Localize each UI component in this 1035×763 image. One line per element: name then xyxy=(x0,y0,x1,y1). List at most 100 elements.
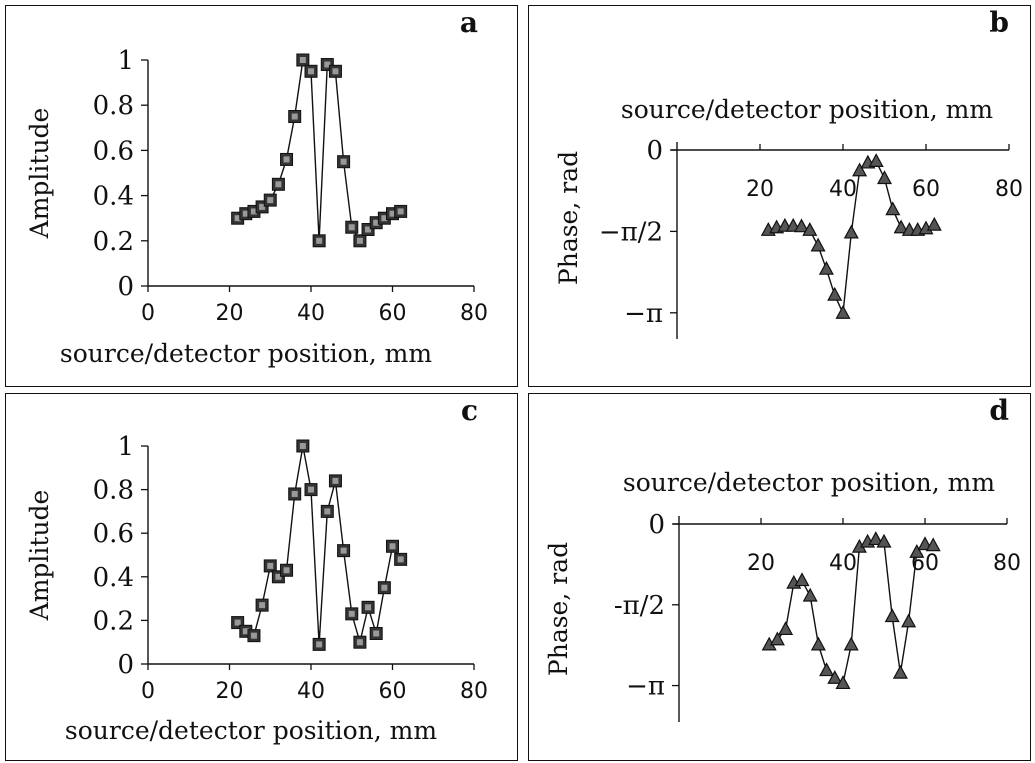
data-point xyxy=(794,572,810,587)
panel-label: a xyxy=(460,6,478,39)
data-point xyxy=(361,600,375,614)
x-tick-label: 20 xyxy=(747,551,775,576)
x-tick-label: 20 xyxy=(216,679,244,704)
data-point xyxy=(819,662,835,677)
panel-a: 0 0.2 0.4 0.6 0.8 1 0 20 40 60 80 source/detector p… xyxy=(5,5,518,387)
data-point xyxy=(926,216,942,231)
x-tick-label: 20 xyxy=(216,301,244,326)
data-point xyxy=(280,152,294,166)
data-point xyxy=(337,155,351,169)
data-point xyxy=(876,533,892,548)
data-point xyxy=(377,581,391,595)
x-tick-label: 40 xyxy=(829,551,857,576)
data-point xyxy=(328,474,342,488)
y-tick-label: 0 xyxy=(117,650,134,680)
x-axis-label: source/detector position, mm xyxy=(60,339,432,368)
x-tick-label: 0 xyxy=(141,301,155,326)
data-point xyxy=(827,286,843,301)
data-point xyxy=(394,552,408,566)
y-tick-label: 0.4 xyxy=(93,563,134,593)
data-point xyxy=(925,537,941,552)
data-point xyxy=(312,637,326,651)
data-point xyxy=(296,53,310,67)
y-tick-label: 0.4 xyxy=(93,182,134,212)
data-point xyxy=(769,631,785,646)
y-tick-label: 0.8 xyxy=(93,476,134,506)
series-line xyxy=(237,58,401,243)
chart-b: 0 −π/2 −π 20 40 60 80 source/detector position,… xyxy=(554,6,1023,339)
y-axis-label: Amplitude xyxy=(25,490,54,622)
data-point xyxy=(255,598,269,612)
data-point xyxy=(843,636,859,651)
data-point xyxy=(802,587,818,602)
data-point xyxy=(263,193,277,207)
data-point xyxy=(345,607,359,621)
data-point xyxy=(843,224,859,239)
y-tick-label: -π/2 xyxy=(614,591,665,621)
data-point xyxy=(892,664,908,679)
x-tick-label: 80 xyxy=(460,679,488,704)
y-tick-label: 0.2 xyxy=(93,606,134,636)
y-tick-label: 0.8 xyxy=(93,91,134,121)
data-point xyxy=(280,563,294,577)
data-point xyxy=(818,260,834,275)
data-point xyxy=(288,110,302,123)
data-point xyxy=(868,153,884,167)
x-tick-label: 20 xyxy=(746,177,774,202)
data-point xyxy=(263,559,277,573)
data-point xyxy=(247,629,261,643)
data-point xyxy=(328,64,342,78)
data-point xyxy=(369,626,383,640)
data-point xyxy=(909,544,925,558)
data-point xyxy=(320,504,334,518)
data-point xyxy=(901,613,917,628)
y-tick-label: 0.2 xyxy=(93,227,134,257)
y-tick-label: −π xyxy=(626,672,665,702)
data-point xyxy=(353,234,367,248)
panel-c: 0 0.2 0.4 0.6 0.8 1 0 20 40 60 80 source/detector p… xyxy=(5,393,518,761)
data-point xyxy=(271,177,285,191)
x-tick-label: 60 xyxy=(379,301,407,326)
data-point xyxy=(337,544,351,558)
panel-label: c xyxy=(461,394,478,427)
x-tick-label: 60 xyxy=(379,679,407,704)
data-point xyxy=(884,608,900,623)
data-point xyxy=(868,531,884,546)
data-point xyxy=(304,64,318,78)
y-axis-label: Phase, rad xyxy=(554,151,583,285)
series-line xyxy=(237,445,402,645)
x-tick-label: 80 xyxy=(460,301,488,326)
data-point xyxy=(876,170,893,185)
data-point xyxy=(386,539,399,553)
y-axis-label: Amplitude xyxy=(25,108,54,240)
x-tick-label: 80 xyxy=(993,551,1021,576)
y-tick-label: −π/2 xyxy=(599,217,663,247)
data-point xyxy=(394,204,408,218)
data-point xyxy=(835,304,851,319)
chart-c: 0 0.2 0.4 0.6 0.8 1 0 20 40 60 80 source/detector p… xyxy=(25,394,488,745)
y-tick-label: 1 xyxy=(117,46,134,76)
data-point xyxy=(345,220,359,234)
x-tick-label: 80 xyxy=(995,177,1023,202)
data-point xyxy=(827,670,843,684)
data-point xyxy=(852,162,868,177)
x-axis-label: source/detector position, mm xyxy=(623,468,995,497)
y-tick-label: 0 xyxy=(648,510,665,540)
panel-label: d xyxy=(989,394,1009,427)
y-tick-label: −π xyxy=(624,299,663,329)
data-point xyxy=(296,439,310,453)
x-tick-label: 60 xyxy=(912,177,940,202)
x-axis-label: source/detector position, mm xyxy=(621,95,993,124)
data-point xyxy=(778,621,794,636)
data-point xyxy=(304,483,318,497)
chart-a: 0 0.2 0.4 0.6 0.8 1 0 20 40 60 80 source/detector p… xyxy=(25,6,488,368)
y-tick-label: 0.6 xyxy=(93,136,134,166)
x-tick-label: 0 xyxy=(141,679,155,704)
panel-label: b xyxy=(989,6,1009,39)
y-tick-label: 0 xyxy=(117,272,134,302)
y-tick-label: 0 xyxy=(646,136,663,166)
data-point xyxy=(835,675,851,690)
y-tick-label: 1 xyxy=(117,432,134,462)
data-point xyxy=(885,201,901,216)
